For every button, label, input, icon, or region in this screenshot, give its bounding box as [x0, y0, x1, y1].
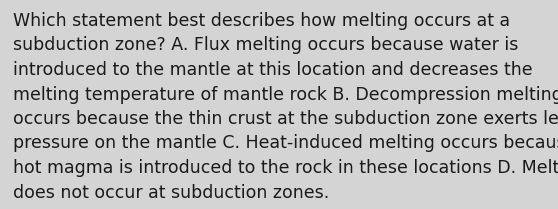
Text: melting temperature of mantle rock B. Decompression melting: melting temperature of mantle rock B. De…: [13, 85, 558, 103]
Text: hot magma is introduced to the rock in these locations D. Melting: hot magma is introduced to the rock in t…: [13, 159, 558, 177]
Text: does not occur at subduction zones.: does not occur at subduction zones.: [13, 184, 329, 201]
Text: pressure on the mantle C. Heat-induced melting occurs because: pressure on the mantle C. Heat-induced m…: [13, 135, 558, 153]
Text: introduced to the mantle at this location and decreases the: introduced to the mantle at this locatio…: [13, 61, 533, 79]
Text: Which statement best describes how melting occurs at a: Which statement best describes how melti…: [13, 12, 510, 30]
Text: occurs because the thin crust at the subduction zone exerts less: occurs because the thin crust at the sub…: [13, 110, 558, 128]
Text: subduction zone? A. Flux melting occurs because water is: subduction zone? A. Flux melting occurs …: [13, 37, 518, 55]
